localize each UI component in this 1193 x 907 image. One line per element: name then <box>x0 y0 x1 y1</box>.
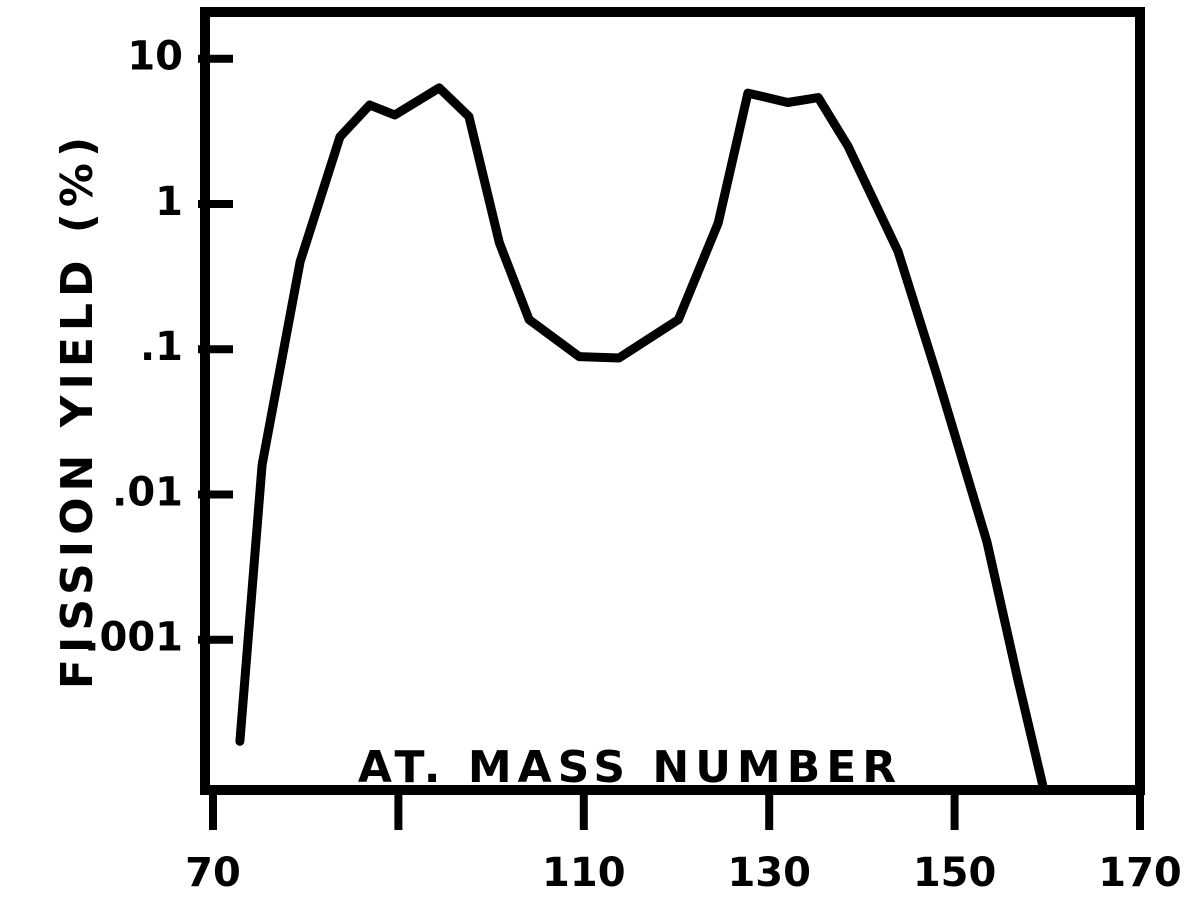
x-axis-label: AT. MASS NUMBER <box>358 742 902 793</box>
y-axis-label: FISSION YIELD (%) <box>52 131 103 689</box>
plot-frame <box>200 7 1145 795</box>
y-tick-label: 1 <box>155 179 183 225</box>
data-line <box>235 83 1048 790</box>
y-tick-label: 10 <box>127 34 183 80</box>
y-tick-label: .001 <box>84 615 183 661</box>
x-tick-label: 170 <box>1098 850 1182 896</box>
y-tick-label: .01 <box>112 469 183 515</box>
x-tick-label: 70 <box>185 850 241 896</box>
x-tick-label: 150 <box>913 850 997 896</box>
x-tick-label: 130 <box>727 850 811 896</box>
y-tick-label: .1 <box>140 324 183 370</box>
x-tick-label: 110 <box>542 850 626 896</box>
